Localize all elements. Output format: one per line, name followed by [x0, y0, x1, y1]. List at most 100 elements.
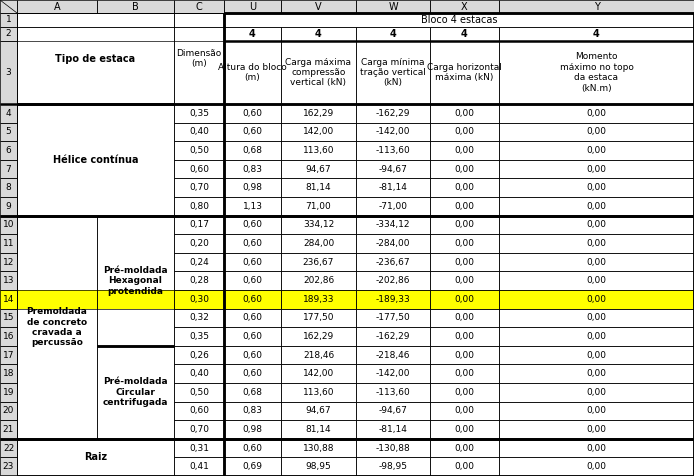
Text: 0,60: 0,60: [242, 313, 262, 322]
Text: 1,13: 1,13: [242, 202, 262, 211]
Bar: [430, 0, 499, 13]
Text: -334,12: -334,12: [375, 220, 410, 229]
Text: 4: 4: [6, 109, 11, 118]
Bar: [97, 0, 174, 13]
Text: 0,00: 0,00: [586, 183, 607, 192]
Text: 4: 4: [315, 29, 322, 39]
Text: 0,30: 0,30: [189, 295, 209, 304]
Bar: [0, 402, 17, 420]
Text: -113,60: -113,60: [375, 388, 410, 397]
Text: 0,00: 0,00: [455, 444, 475, 453]
Text: 0,70: 0,70: [189, 425, 209, 434]
Text: 0,00: 0,00: [455, 258, 475, 267]
Text: 0,00: 0,00: [455, 220, 475, 229]
Text: 20: 20: [3, 407, 14, 416]
Text: 0,60: 0,60: [242, 258, 262, 267]
Text: 0,35: 0,35: [189, 109, 209, 118]
Text: 162,29: 162,29: [303, 109, 334, 118]
Text: 0,00: 0,00: [455, 425, 475, 434]
Text: 16: 16: [3, 332, 15, 341]
Text: 0,00: 0,00: [455, 183, 475, 192]
Text: 0,83: 0,83: [242, 165, 262, 174]
Text: 0,26: 0,26: [189, 351, 209, 359]
Text: 0,00: 0,00: [586, 351, 607, 359]
Text: 0,00: 0,00: [455, 462, 475, 471]
Text: 0,00: 0,00: [455, 351, 475, 359]
Text: 13: 13: [3, 276, 15, 285]
Bar: [499, 290, 694, 308]
Text: -218,46: -218,46: [375, 351, 410, 359]
Text: 0,00: 0,00: [455, 202, 475, 211]
Text: 0,17: 0,17: [189, 220, 209, 229]
Text: -81,14: -81,14: [378, 425, 407, 434]
Text: 17: 17: [3, 351, 15, 359]
Text: 0,00: 0,00: [586, 462, 607, 471]
Bar: [174, 0, 224, 13]
Text: 0,83: 0,83: [242, 407, 262, 416]
Bar: [0, 383, 17, 402]
Text: Carga máxima
compressão
vertical (kN): Carga máxima compressão vertical (kN): [285, 58, 351, 88]
Text: 81,14: 81,14: [305, 183, 331, 192]
Text: 218,46: 218,46: [303, 351, 334, 359]
Bar: [0, 365, 17, 383]
Text: -177,50: -177,50: [375, 313, 410, 322]
Text: 8: 8: [6, 183, 11, 192]
Text: 0,98: 0,98: [242, 425, 262, 434]
Text: -94,67: -94,67: [378, 407, 407, 416]
Text: Tipo de estaca: Tipo de estaca: [56, 53, 135, 63]
Text: -202,86: -202,86: [375, 276, 410, 285]
Text: 202,86: 202,86: [303, 276, 334, 285]
Text: 0,00: 0,00: [586, 109, 607, 118]
Text: 334,12: 334,12: [303, 220, 334, 229]
Text: 113,60: 113,60: [303, 146, 335, 155]
Bar: [0, 27, 17, 41]
Bar: [0, 41, 17, 104]
Text: 189,33: 189,33: [303, 295, 335, 304]
Text: 0,00: 0,00: [586, 258, 607, 267]
Text: 7: 7: [6, 165, 11, 174]
Text: 0,00: 0,00: [586, 239, 607, 248]
Text: 284,00: 284,00: [303, 239, 334, 248]
Text: A: A: [53, 1, 60, 11]
Text: -162,29: -162,29: [375, 332, 410, 341]
Bar: [174, 290, 224, 308]
Text: -189,33: -189,33: [375, 295, 410, 304]
Bar: [0, 160, 17, 178]
Text: 0,00: 0,00: [586, 202, 607, 211]
Text: 0,80: 0,80: [189, 202, 209, 211]
Text: 0,00: 0,00: [586, 369, 607, 378]
Text: 0,00: 0,00: [455, 109, 475, 118]
Text: 0,32: 0,32: [189, 313, 209, 322]
Bar: [0, 290, 17, 308]
Bar: [0, 216, 17, 234]
Bar: [17, 0, 97, 13]
Text: Momento
máximo no topo
da estaca
(kN.m): Momento máximo no topo da estaca (kN.m): [559, 52, 634, 93]
Text: 0,00: 0,00: [586, 407, 607, 416]
Text: 0,00: 0,00: [455, 313, 475, 322]
Text: 0,60: 0,60: [242, 351, 262, 359]
Text: -71,00: -71,00: [378, 202, 407, 211]
Text: 98,95: 98,95: [305, 462, 331, 471]
Text: 142,00: 142,00: [303, 369, 334, 378]
Text: 0,60: 0,60: [189, 407, 209, 416]
Bar: [0, 104, 17, 123]
Text: -142,00: -142,00: [375, 369, 410, 378]
Text: 1: 1: [6, 16, 11, 24]
Text: 94,67: 94,67: [305, 165, 331, 174]
Bar: [0, 141, 17, 160]
Text: 0,60: 0,60: [242, 128, 262, 137]
Text: 0,24: 0,24: [189, 258, 209, 267]
Text: 0,40: 0,40: [189, 128, 209, 137]
Text: Raiz: Raiz: [84, 452, 107, 462]
Bar: [0, 439, 17, 457]
Text: 6: 6: [6, 146, 11, 155]
Text: -142,00: -142,00: [375, 128, 410, 137]
Text: 0,60: 0,60: [242, 239, 262, 248]
Bar: [0, 420, 17, 439]
Text: 0,00: 0,00: [455, 295, 475, 304]
Text: 0,40: 0,40: [189, 369, 209, 378]
Text: 4: 4: [593, 29, 600, 39]
Text: 236,67: 236,67: [303, 258, 335, 267]
Text: 0,00: 0,00: [455, 388, 475, 397]
Text: 71,00: 71,00: [305, 202, 331, 211]
